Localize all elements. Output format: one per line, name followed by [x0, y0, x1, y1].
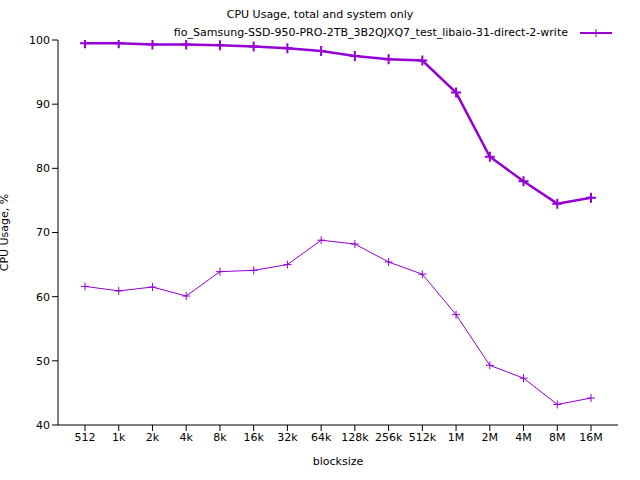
svg-text:1M: 1M [448, 431, 465, 444]
html-text:fio_Samsung-SSD-950-PRO-2TB_3B: fio_Samsung-SSD-950-PRO-2TB_3B2QJXQ7_tes… [173, 26, 568, 39]
svg-text:40: 40 [36, 419, 50, 432]
svg-text:blocksize: blocksize [313, 455, 364, 468]
html-text:CPU Usage, total and system on: CPU Usage, total and system only [226, 8, 414, 21]
svg-text:64k: 64k [311, 431, 332, 444]
svg-text:512k: 512k [409, 431, 437, 444]
svg-text:2M: 2M [482, 431, 499, 444]
svg-text:8k: 8k [213, 431, 227, 444]
svg-text:60: 60 [36, 291, 50, 304]
svg-text:100: 100 [29, 34, 50, 47]
svg-text:2k: 2k [146, 431, 160, 444]
svg-text:CPU Usage, %: CPU Usage, % [8, 194, 11, 272]
svg-text:16M: 16M [579, 431, 603, 444]
svg-text:70: 70 [36, 226, 50, 239]
svg-text:80: 80 [36, 162, 50, 175]
svg-text:8M: 8M [549, 431, 566, 444]
svg-text:32k: 32k [277, 431, 298, 444]
svg-text:1k: 1k [112, 431, 126, 444]
svg-text:4M: 4M [515, 431, 532, 444]
svg-text:90: 90 [36, 98, 50, 111]
svg-text:512: 512 [75, 431, 96, 444]
svg-text:256k: 256k [375, 431, 403, 444]
svg-text:16k: 16k [243, 431, 264, 444]
svg-text:4k: 4k [180, 431, 194, 444]
svg-text:128k: 128k [341, 431, 369, 444]
svg-text:50: 50 [36, 355, 50, 368]
